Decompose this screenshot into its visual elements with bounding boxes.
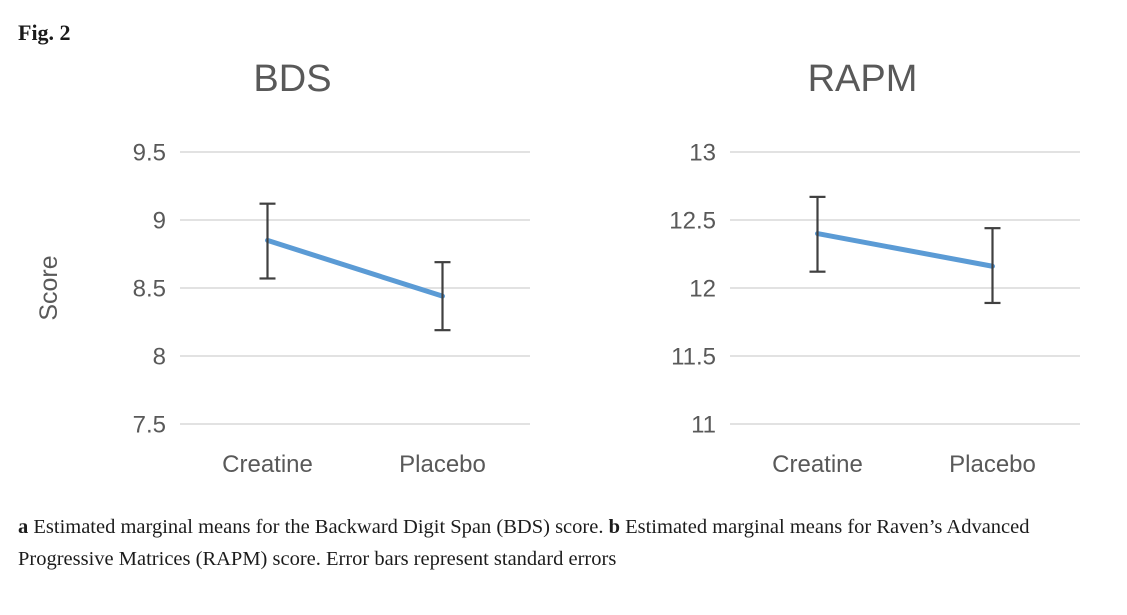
y-tick-label: 8.5 (133, 275, 166, 302)
y-tick-label: 12 (689, 275, 716, 302)
figure-label: Fig. 2 (18, 20, 71, 45)
x-category-label: Creatine (772, 451, 863, 478)
y-tick-label: 11 (691, 411, 716, 438)
caption-marker-a: a (18, 516, 29, 538)
charts-row: BDS 7.5 8 8.5 9 9.5 Creatine Placebo Score RAPM… (18, 50, 1109, 504)
series-line (265, 237, 445, 299)
series-line (815, 231, 995, 269)
bds-chart-panel: BDS 7.5 8 8.5 9 9.5 Creatine Placebo Score (35, 50, 550, 504)
figure-2: Fig. 2 BDS 7.5 8 8.5 9 9.5 Creatine Placebo Sco… (18, 20, 1110, 576)
bds-chart-title: BDS (253, 58, 332, 100)
caption-text-b: Estimated marginal means for Raven’s Adv… (18, 516, 1030, 570)
y-tick-label: 9 (153, 207, 166, 234)
y-tick-label: 11.5 (671, 343, 716, 370)
x-category-label: Placebo (949, 451, 1036, 478)
y-tick-label: 7.5 (133, 411, 166, 438)
rapm-chart: 11 11.5 12 12.5 13 Creatine Placebo (669, 139, 1080, 478)
x-category-label: Placebo (399, 451, 486, 478)
caption-text-a: Estimated marginal means for the Backwar… (28, 516, 609, 538)
figure-caption: a Estimated marginal means for the Backw… (18, 512, 1110, 576)
y-axis-title: Score (35, 255, 63, 320)
y-tick-label: 13 (689, 139, 716, 166)
x-category-label: Creatine (222, 451, 313, 478)
rapm-chart-title: RAPM (807, 58, 918, 100)
y-tick-label: 8 (153, 343, 166, 370)
rapm-chart-panel: RAPM 11 11.5 12 12.5 13 Creatine Placebo (605, 50, 1120, 504)
bds-chart: 7.5 8 8.5 9 9.5 Creatine Placebo Score (35, 139, 530, 478)
y-tick-label: 12.5 (669, 207, 716, 234)
caption-marker-b: b (608, 516, 620, 538)
y-tick-label: 9.5 (133, 139, 166, 166)
